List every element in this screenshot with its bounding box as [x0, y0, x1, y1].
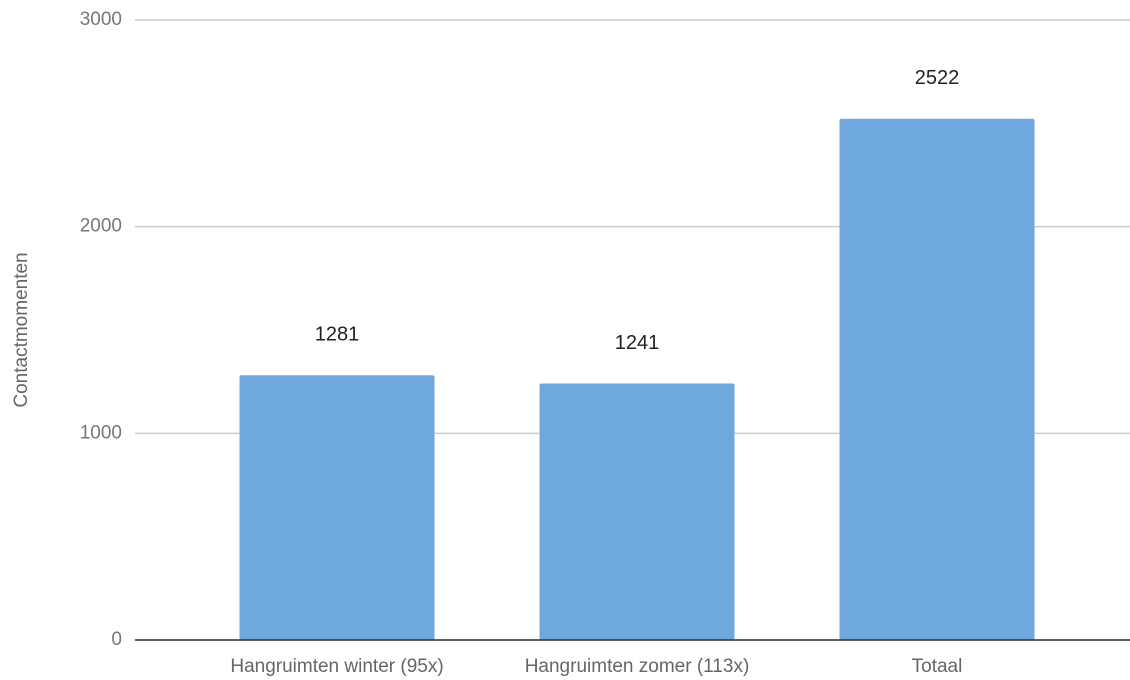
y-tick-label: 0 — [111, 629, 122, 650]
bar — [539, 383, 735, 640]
x-tick-label: Hangruimten winter (95x) — [230, 656, 443, 677]
y-axis-title: Contactmomenten — [11, 252, 32, 407]
bar — [839, 118, 1035, 640]
bar — [239, 375, 435, 640]
y-tick-label: 1000 — [80, 422, 122, 443]
data-label: 1281 — [315, 324, 360, 346]
data-label: 1241 — [615, 332, 660, 354]
y-tick-label: 3000 — [80, 9, 122, 30]
y-tick-label: 2000 — [80, 216, 122, 237]
x-tick-label: Hangruimten zomer (113x) — [525, 656, 750, 677]
data-label: 2522 — [915, 67, 960, 89]
x-tick-label: Totaal — [912, 656, 963, 677]
